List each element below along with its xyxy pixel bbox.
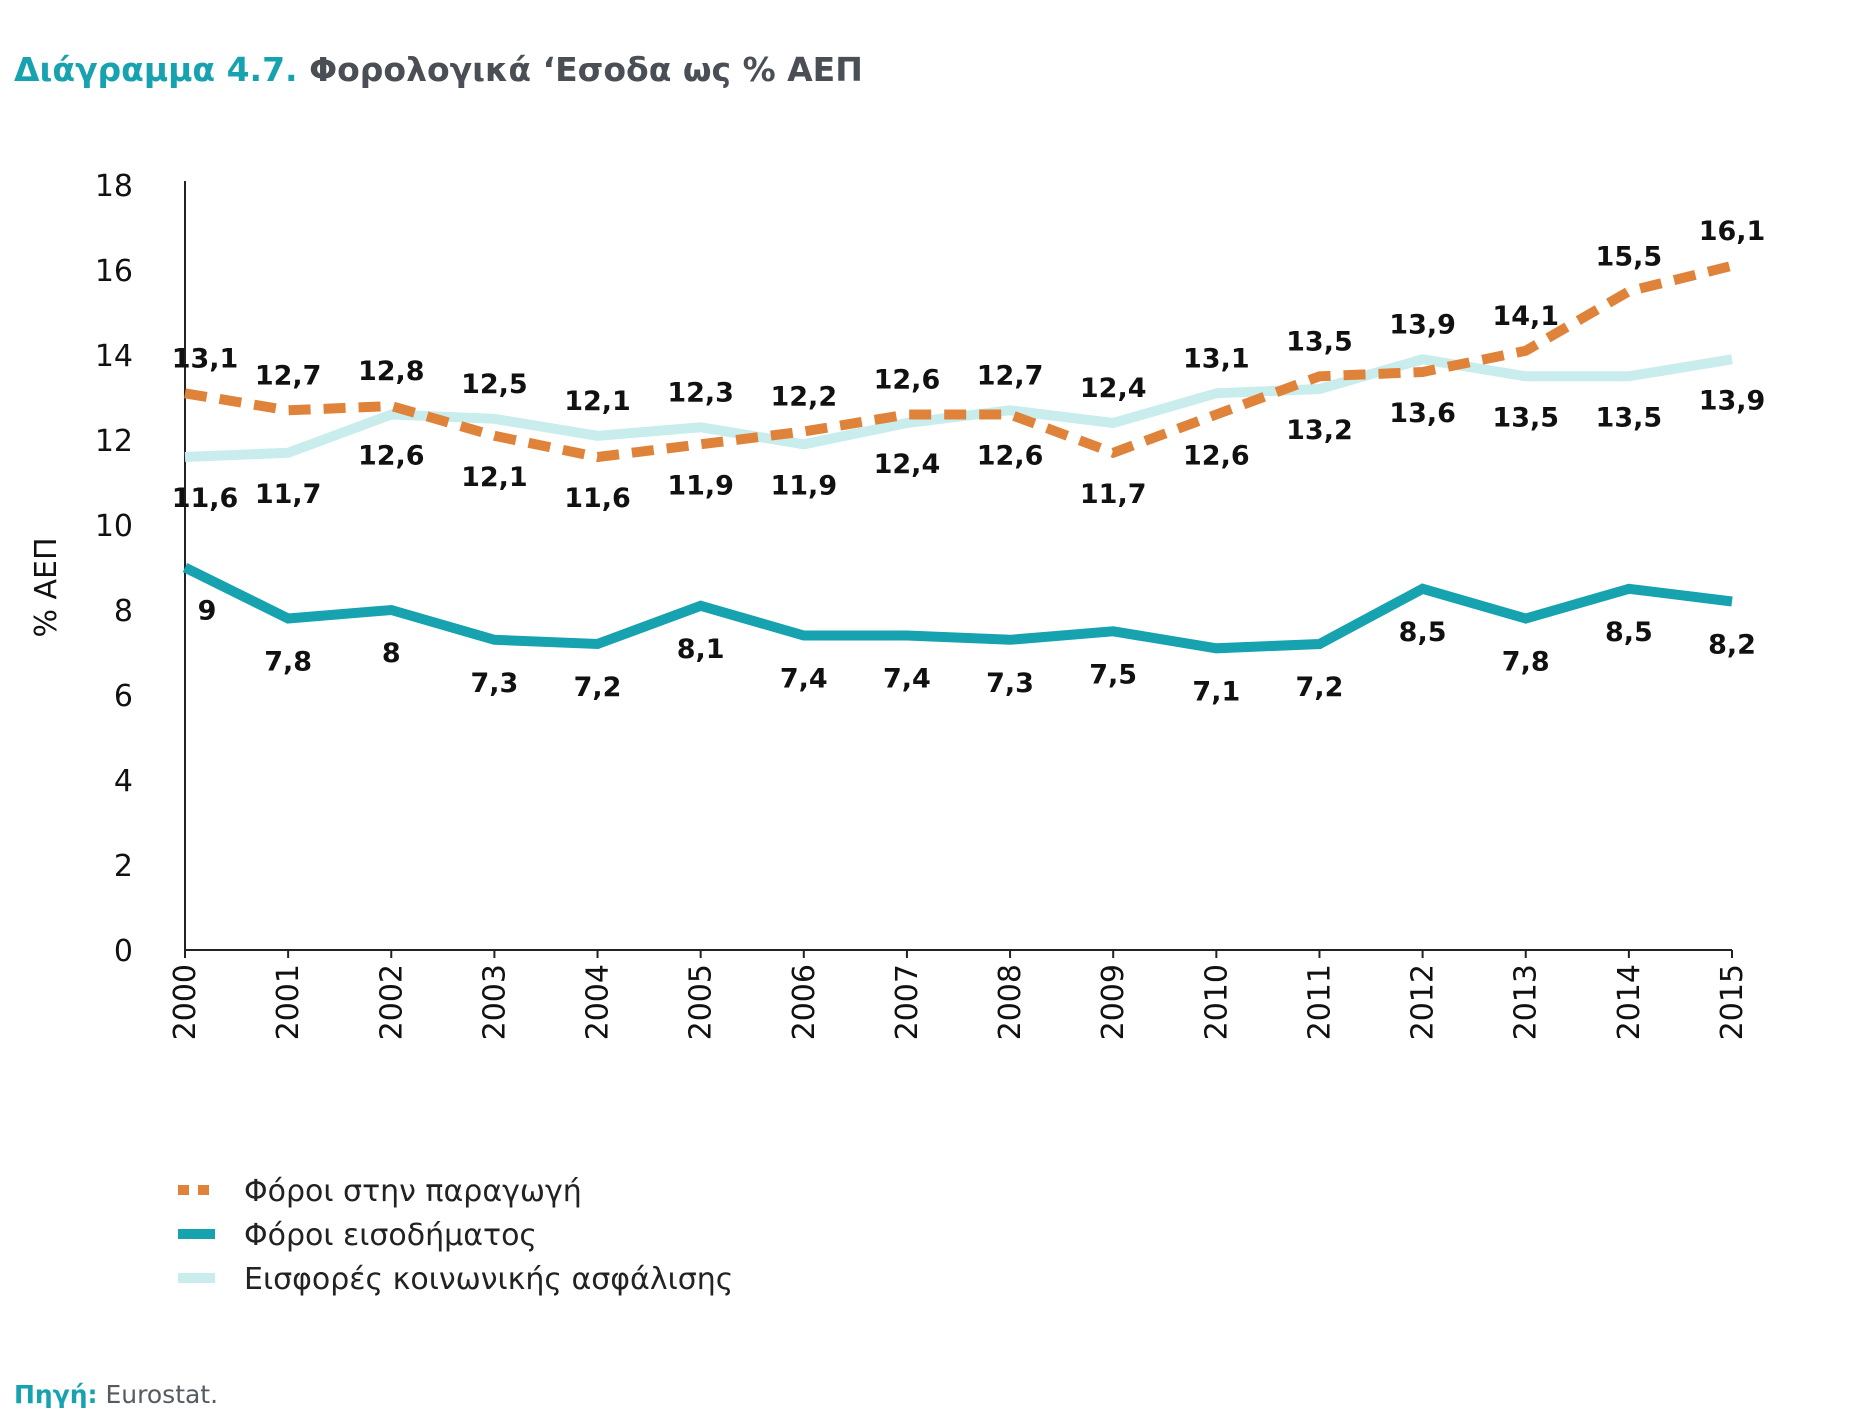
legend-label-2: Εισφορές κοινωνικής ασφάλισης <box>244 1262 733 1297</box>
x-tick-label: 2009 <box>1096 964 1131 1040</box>
data-label-income: 7,5 <box>1089 659 1137 690</box>
data-label-income: 8,5 <box>1605 617 1653 648</box>
data-label-social: 12,5 <box>461 369 528 400</box>
data-label-production: 12,6 <box>1183 441 1250 472</box>
data-label-income: 7,2 <box>1296 672 1344 703</box>
x-tick-label: 2011 <box>1302 964 1337 1040</box>
x-tick-label: 2013 <box>1509 964 1544 1040</box>
data-label-social: 11,7 <box>255 479 322 510</box>
x-tick-label: 2005 <box>684 964 719 1040</box>
x-tick-label: 2014 <box>1612 964 1647 1040</box>
data-label-social: 11,9 <box>770 470 837 501</box>
chart-series <box>182 260 1734 654</box>
x-tick-label: 2008 <box>993 964 1028 1040</box>
data-label-production: 12,6 <box>874 365 941 396</box>
y-tick-label: 18 <box>95 169 133 204</box>
data-label-production: 11,6 <box>564 483 631 514</box>
data-label-social: 12,4 <box>1080 373 1147 404</box>
x-tick-label: 2010 <box>1199 964 1234 1040</box>
legend-label-1: Φόροι εισοδήματος <box>244 1218 537 1253</box>
chart-title-text: Φορολογικά ‘Εσοδα ως % ΑΕΠ <box>309 50 863 89</box>
data-label-income: 7,1 <box>1192 676 1240 707</box>
data-label-production: 12,8 <box>358 356 425 387</box>
data-label-income: 7,4 <box>780 664 828 695</box>
x-tick-label: 2015 <box>1715 964 1750 1040</box>
x-tick-label: 2012 <box>1406 964 1441 1040</box>
data-label-income: 9 <box>198 596 217 627</box>
data-label-production: 13,5 <box>1286 326 1353 357</box>
x-tick-label: 2003 <box>477 964 512 1040</box>
chart-data-labels: 13,1 11,6 9 12,7 11,7 7,8 12,8 12,6 8 12,1 12,5 7,3… <box>172 216 1766 708</box>
chart-title: Διάγραμμα 4.7. Φορολογικά ‘Εσοδα ως % ΑΕ… <box>14 50 863 89</box>
data-label-social: 11,6 <box>172 483 239 514</box>
data-label-income: 7,8 <box>264 647 312 678</box>
data-label-production: 12,1 <box>461 462 528 493</box>
data-label-production: 11,7 <box>1080 479 1147 510</box>
x-tick-label: 2006 <box>787 964 822 1040</box>
x-tick-label: 2002 <box>374 964 409 1040</box>
data-label-social: 12,6 <box>358 441 425 472</box>
data-label-social: 13,2 <box>1286 415 1353 446</box>
y-tick-label: 4 <box>114 764 133 799</box>
data-label-production: 13,6 <box>1389 398 1456 429</box>
data-label-social: 12,4 <box>874 449 941 480</box>
legend-label-0: Φόροι στην παραγωγή <box>244 1174 582 1209</box>
y-tick-label: 12 <box>95 424 133 459</box>
data-label-production: 14,1 <box>1492 301 1559 332</box>
y-tick-label: 0 <box>114 934 133 969</box>
data-label-income: 7,2 <box>574 672 622 703</box>
series-line-0 <box>184 260 1734 463</box>
data-label-social: 12,1 <box>564 386 631 417</box>
chart-title-prefix: Διάγραμμα 4.7. <box>14 50 298 89</box>
x-tick-label: 2004 <box>581 964 616 1040</box>
data-label-production: 16,1 <box>1699 216 1766 247</box>
data-label-income: 7,8 <box>1502 647 1550 678</box>
data-label-social: 12,7 <box>977 360 1044 391</box>
data-label-income: 7,4 <box>883 664 931 695</box>
data-label-social: 13,9 <box>1699 385 1766 416</box>
chart-legend: Φόροι στην παραγωγή Φόροι εισοδήματος Εισφ… <box>178 1174 733 1297</box>
data-label-income: 8,1 <box>677 634 725 665</box>
y-tick-label: 16 <box>95 254 133 289</box>
data-label-income: 8 <box>382 638 401 669</box>
y-tick-label: 2 <box>114 849 133 884</box>
x-tick-label: 2007 <box>890 964 925 1040</box>
y-axis-title: % ΑΕΠ <box>29 537 64 637</box>
data-label-income: 7,3 <box>986 668 1034 699</box>
data-label-income: 7,3 <box>470 668 518 699</box>
source-label: Πηγή: <box>14 1380 98 1409</box>
y-tick-label: 10 <box>95 509 133 544</box>
source-text: Eurostat. <box>105 1380 219 1409</box>
data-label-income: 8,5 <box>1399 617 1447 648</box>
y-tick-label: 14 <box>95 339 133 374</box>
y-tick-label: 8 <box>114 594 133 629</box>
data-label-social: 13,5 <box>1492 402 1559 433</box>
x-tick-label: 2000 <box>168 964 203 1040</box>
data-label-social: 13,9 <box>1389 309 1456 340</box>
data-label-production: 12,6 <box>977 441 1044 472</box>
data-label-production: 13,1 <box>172 343 239 374</box>
series-line-1 <box>182 563 1733 654</box>
data-label-production: 12,2 <box>770 382 837 413</box>
x-tick-label: 2001 <box>271 964 306 1040</box>
data-label-social: 13,1 <box>1183 343 1250 374</box>
data-label-social: 13,5 <box>1596 402 1663 433</box>
data-label-income: 8,2 <box>1708 630 1756 661</box>
chart-axes: 0 2 4 6 8 10 12 14 16 18 2000 2001 2002 2003 2004 2005 2… <box>29 169 1750 1040</box>
data-label-social: 12,3 <box>667 377 734 408</box>
data-label-production: 11,9 <box>667 470 734 501</box>
y-tick-label: 6 <box>114 679 133 714</box>
source-note: Πηγή: Eurostat. <box>14 1380 218 1409</box>
data-label-production: 12,7 <box>255 360 322 391</box>
data-label-production: 15,5 <box>1596 241 1663 272</box>
